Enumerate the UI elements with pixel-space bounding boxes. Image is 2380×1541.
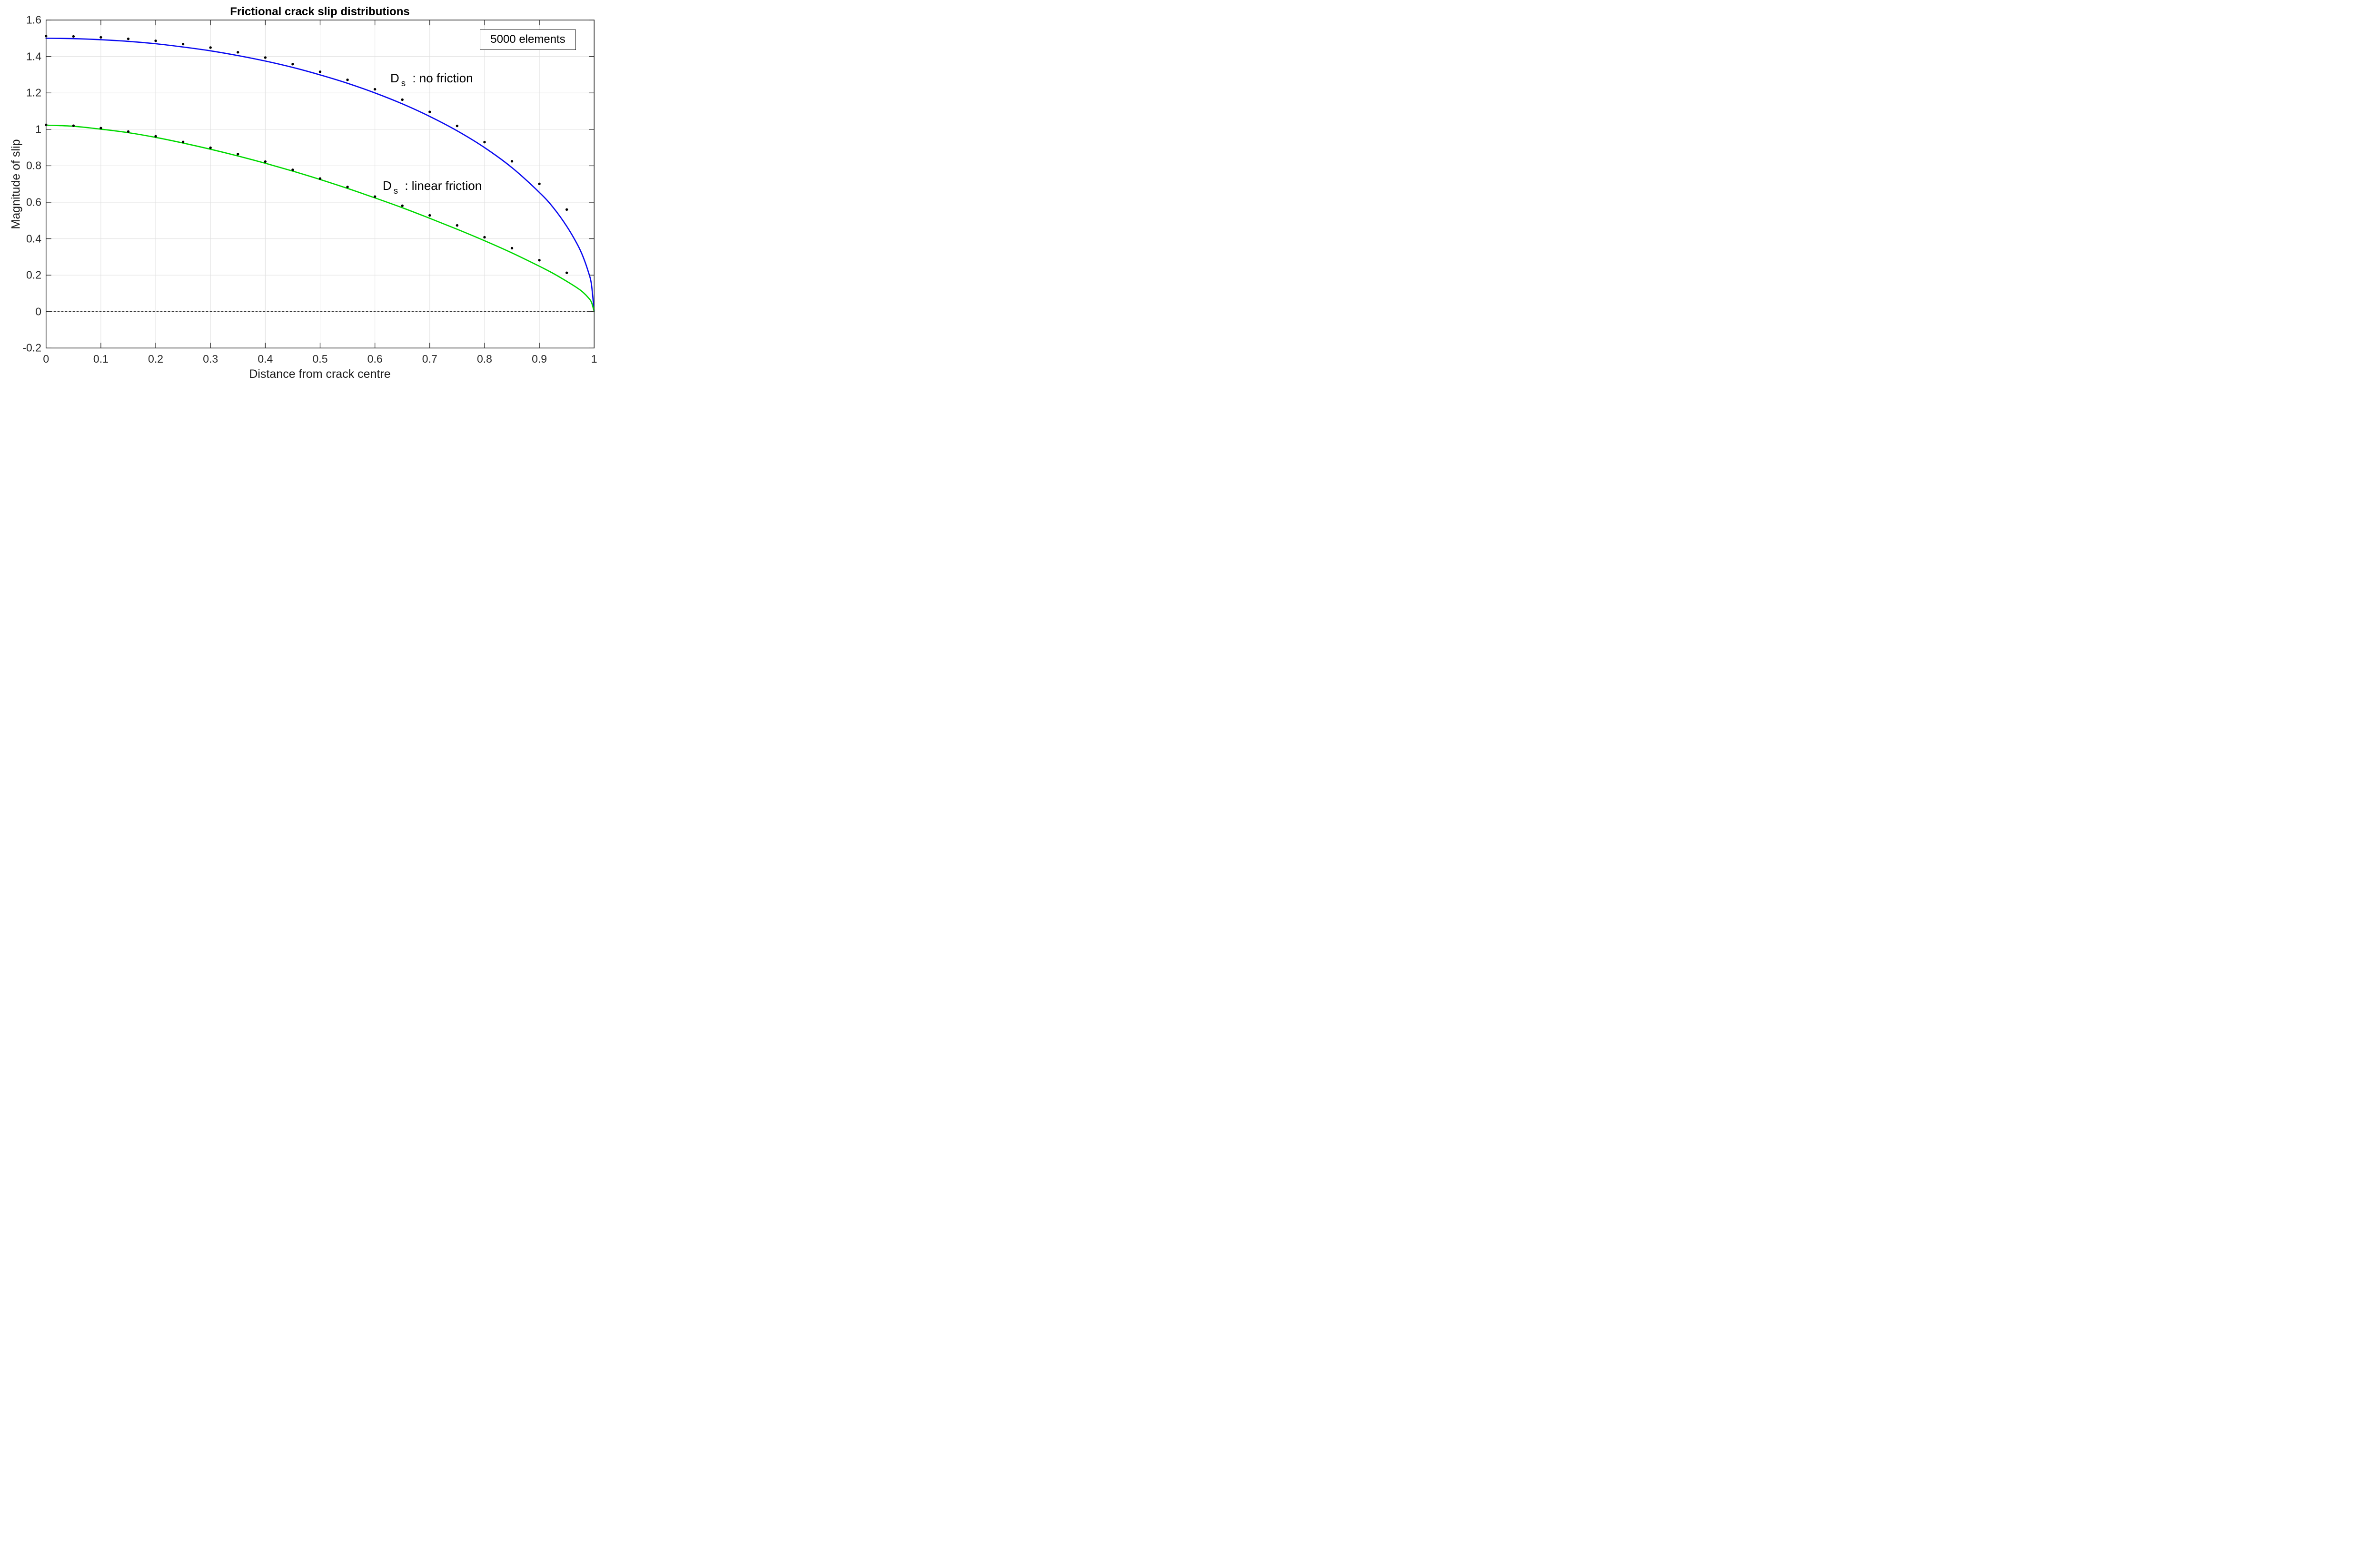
linear-friction-markers xyxy=(45,123,568,274)
axis-ticks xyxy=(46,20,595,348)
chart-title: Frictional crack slip distributions xyxy=(230,5,410,18)
annotation-no-friction-sub: s xyxy=(401,78,406,89)
x-tick-label: 0.4 xyxy=(258,353,273,365)
y-tick-label: -0.2 xyxy=(22,341,41,354)
x-tick-label: 0.6 xyxy=(367,353,383,365)
annotation-no-friction-base: D xyxy=(390,71,399,85)
x-tick-label: 0.1 xyxy=(93,353,109,365)
annotation-no-friction-rest: : no friction xyxy=(409,71,473,85)
annotation-linear-friction-rest: : linear friction xyxy=(401,178,482,193)
y-tick-label: 0 xyxy=(35,305,41,318)
y-tick-label: 1.4 xyxy=(26,50,41,63)
x-tick-label: 0 xyxy=(43,353,50,365)
x-tick-label: 0.5 xyxy=(312,353,328,365)
y-tick-label: 1.6 xyxy=(26,13,41,26)
no-friction-markers xyxy=(45,35,568,211)
x-tick-label: 0.7 xyxy=(422,353,437,365)
y-tick-label: 0.2 xyxy=(26,268,41,281)
y-tick-label: 1 xyxy=(35,123,41,136)
y-tick-label: 0.4 xyxy=(26,232,41,245)
matlab-figure: Frictional crack slip distributions 5000… xyxy=(0,0,618,385)
grid-lines xyxy=(46,20,595,348)
plot-area xyxy=(45,20,595,349)
x-tick-label: 0.9 xyxy=(532,353,547,365)
y-axis-label: Magnitude of slip xyxy=(9,139,23,229)
x-tick-label: 0.2 xyxy=(148,353,164,365)
x-axis-label: Distance from crack centre xyxy=(249,367,391,381)
annotation-linear-friction-base: D xyxy=(383,178,392,193)
elements-count-label: 5000 elements xyxy=(490,33,565,46)
x-tick-label: 0.3 xyxy=(203,353,218,365)
elements-count-box: 5000 elements xyxy=(480,29,576,50)
y-tick-label: 1.2 xyxy=(26,86,41,99)
annotation-linear-friction-sub: s xyxy=(393,186,398,196)
y-tick-label: 0.8 xyxy=(26,159,41,172)
x-tick-label: 1 xyxy=(591,353,597,365)
y-tick-label: 0.6 xyxy=(26,196,41,208)
linear-friction-curve xyxy=(45,124,595,313)
no-friction-curve xyxy=(45,38,595,313)
x-tick-label: 0.8 xyxy=(476,353,492,365)
